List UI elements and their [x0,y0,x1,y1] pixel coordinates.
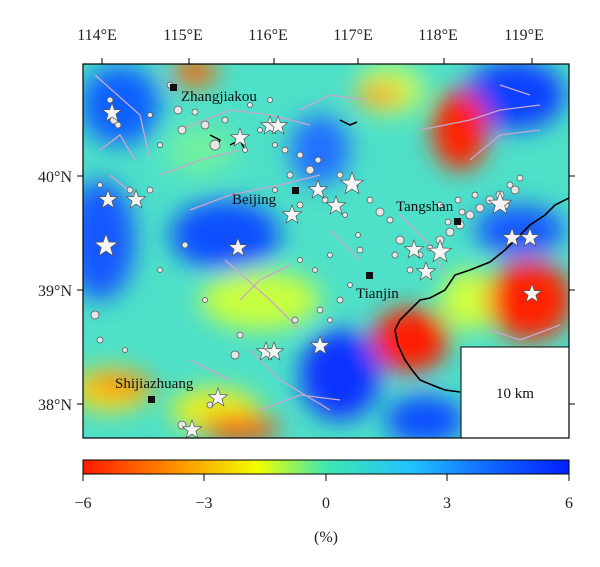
earthquake-stars [93,101,543,438]
lon-tick-label: 114°E [77,27,117,44]
lat-tick-label: 39°N [38,283,72,300]
city-label-tangshan: Tangshan [396,199,454,215]
lon-tick-label: 116°E [248,27,288,44]
scale-label: 10 km [496,386,534,402]
city-label-beijing: Beijing [232,192,277,208]
city-label-zhangjiakou: Zhangjiakou [181,89,257,105]
colorbar-unit-label: (%) [314,529,338,546]
city-label-shijiazhuang: Shijiazhuang [115,376,194,392]
colorbar-tick-label: −6 [74,495,91,512]
lat-tick-label: 38°N [38,397,72,414]
colorbar-tick-marks [82,474,570,481]
coastline [394,197,569,393]
colorbar-tick-label: 6 [565,495,573,512]
lon-tick-marks [101,58,533,64]
city-marker-beijing [292,187,299,194]
city-label-tianjin: Tianjin [356,286,399,302]
colorbar-tick-label: 0 [322,495,330,512]
city-marker-tangshan [454,218,461,225]
city-marker-zhangjiakou [170,84,177,91]
city-marker-shijiazhuang [148,396,155,403]
anomaly-field: Zhangjiakou Beijing Tangshan Tianjin Shi… [83,64,569,438]
lat-tick-marks [77,175,575,405]
lon-tick-label: 118°E [418,27,458,44]
lat-tick-label: 40°N [38,169,72,186]
lon-tick-label: 117°E [333,27,373,44]
lon-tick-label: 119°E [504,27,544,44]
scale-box [460,346,569,438]
fault-lines [94,74,561,411]
colorbar-tick-label: −3 [195,495,212,512]
lon-tick-label: 115°E [163,27,203,44]
map-frame [82,63,570,439]
colorbar-tick-label: 3 [443,495,451,512]
city-marker-tianjin [366,272,373,279]
city-markers [148,84,461,403]
colorbar [82,459,570,475]
